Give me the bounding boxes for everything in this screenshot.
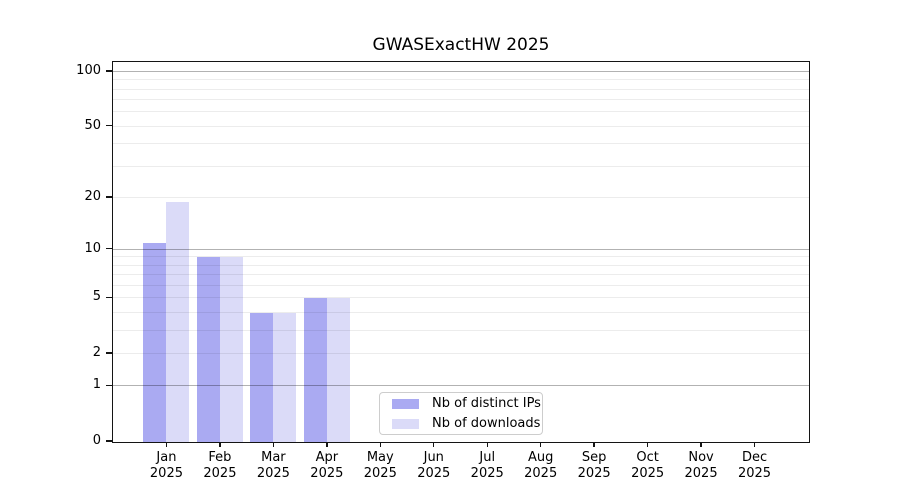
y-tick-20 bbox=[106, 196, 113, 198]
x-tick-label-jun: Jun 2025 bbox=[417, 450, 451, 481]
legend-entry: Nb of downloads bbox=[386, 415, 540, 433]
bar-nb-of-downloads-mar bbox=[273, 312, 297, 442]
bar-nb-of-distinct-ips-apr bbox=[303, 298, 327, 442]
bar-nb-of-distinct-ips-feb bbox=[196, 257, 220, 442]
y-tick-100 bbox=[106, 70, 113, 72]
y-tick-1 bbox=[106, 384, 113, 387]
gridline-10 bbox=[113, 248, 809, 250]
gridline-50 bbox=[113, 125, 809, 127]
gridline-70 bbox=[113, 99, 809, 101]
bar-nb-of-distinct-ips-mar bbox=[250, 312, 274, 442]
chart-title: GWASExactHW 2025 bbox=[372, 35, 550, 55]
legend: Nb of distinct IPs Nb of downloads bbox=[379, 392, 543, 435]
x-tick-label-jul: Jul 2025 bbox=[470, 450, 504, 481]
gridline-80 bbox=[113, 88, 809, 90]
x-tick-label-dec: Dec 2025 bbox=[737, 450, 772, 481]
legend-swatch bbox=[392, 418, 419, 429]
x-tick-may bbox=[379, 442, 381, 447]
gridline-100 bbox=[113, 71, 809, 72]
y-tick-label-20: 20 bbox=[84, 188, 101, 204]
x-tick-label-apr: Apr 2025 bbox=[310, 450, 344, 481]
x-tick-label-oct: Oct 2025 bbox=[631, 450, 665, 481]
gridline-90 bbox=[113, 79, 809, 81]
y-tick-50 bbox=[106, 125, 113, 127]
x-tick-oct bbox=[646, 442, 649, 447]
x-tick-apr bbox=[326, 442, 328, 447]
x-tick-nov bbox=[700, 442, 702, 447]
gridline-30 bbox=[113, 165, 809, 167]
bar-nb-of-distinct-ips-jan bbox=[143, 242, 167, 442]
gridline-40 bbox=[113, 143, 809, 145]
x-tick-mar bbox=[272, 442, 275, 447]
plot-area: 0 1 2 5 10 20 50 100 Jan 2025 Feb 2025 Mar 2025 Apr… bbox=[76, 61, 810, 481]
y-tick-label-1: 1 bbox=[92, 377, 101, 393]
y-tick-label-100: 100 bbox=[76, 63, 101, 78]
gridline-60 bbox=[113, 111, 809, 113]
x-tick-jun bbox=[433, 442, 435, 447]
y-tick-2 bbox=[106, 352, 113, 354]
x-tick-aug bbox=[539, 442, 542, 447]
x-tick-jul bbox=[486, 442, 488, 447]
x-tick-label-aug: Aug 2025 bbox=[524, 450, 558, 481]
gridline-20 bbox=[113, 196, 809, 198]
y-tick-label-2: 2 bbox=[92, 344, 101, 360]
x-tick-label-jan: Jan 2025 bbox=[149, 450, 183, 481]
y-tick-label-0: 0 bbox=[92, 433, 101, 448]
y-tick-10 bbox=[106, 248, 113, 250]
x-tick-label-feb: Feb 2025 bbox=[203, 450, 237, 481]
legend-label: Nb of distinct IPs bbox=[432, 395, 541, 411]
legend-swatch bbox=[392, 398, 419, 409]
x-tick-label-may: May 2025 bbox=[363, 450, 397, 481]
y-tick-0 bbox=[106, 440, 113, 442]
y-tick-label-50: 50 bbox=[84, 117, 101, 133]
legend-entry: Nb of distinct IPs bbox=[386, 395, 541, 413]
bar-nb-of-downloads-feb bbox=[219, 257, 243, 442]
bar-nb-of-downloads-apr bbox=[326, 298, 350, 442]
y-tick-label-10: 10 bbox=[84, 240, 101, 256]
x-tick-label-nov: Nov 2025 bbox=[684, 450, 718, 481]
bar-nb-of-downloads-jan bbox=[166, 201, 190, 442]
y-tick-5 bbox=[106, 296, 113, 299]
x-tick-label-sep: Sep 2025 bbox=[577, 450, 611, 481]
legend-label: Nb of downloads bbox=[432, 415, 541, 431]
x-tick-jan bbox=[165, 442, 168, 447]
x-tick-sep bbox=[593, 442, 595, 447]
x-tick-label-mar: Mar 2025 bbox=[256, 450, 290, 481]
x-tick-feb bbox=[219, 442, 221, 447]
x-tick-dec bbox=[753, 442, 756, 447]
y-tick-label-5: 5 bbox=[92, 289, 101, 305]
